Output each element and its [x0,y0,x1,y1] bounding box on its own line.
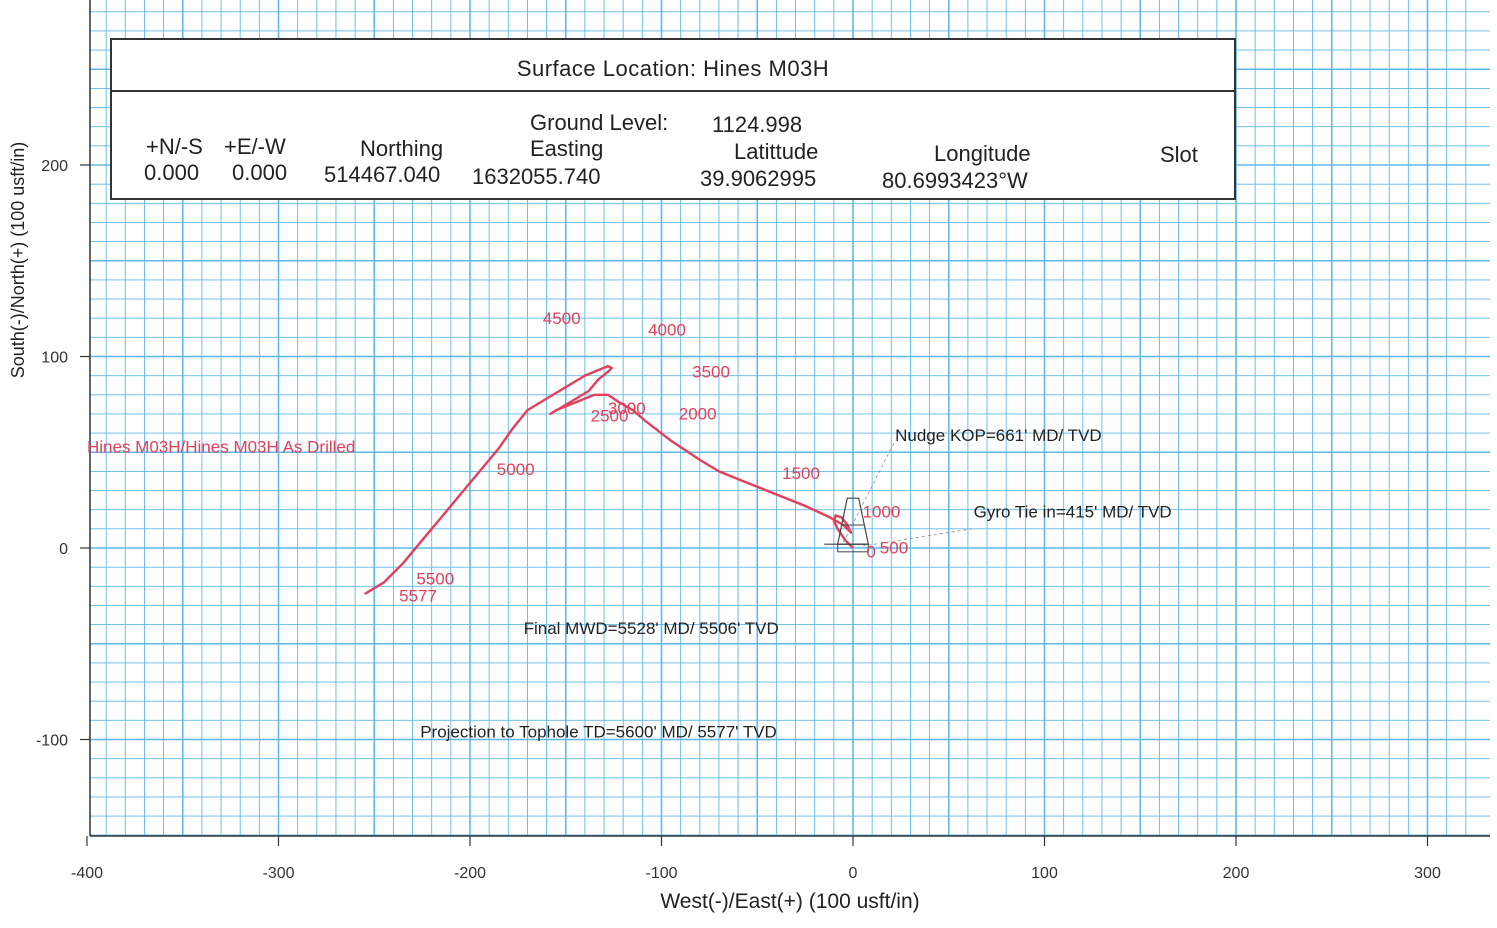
y-tick-label: -100 [36,733,68,750]
series-layer [364,364,870,596]
md-label: 5000 [497,460,535,479]
md-label: 5500 [416,569,454,588]
x-tick-label: -300 [262,865,294,882]
md-label: 3000 [608,399,646,418]
header-ns: +N/-S [146,134,203,159]
header-northing: Northing [360,136,444,161]
gyro-leader [862,528,972,547]
annotation-label: Gyro Tie in=415' MD/ TVD [974,502,1172,521]
md-label: 2000 [679,405,717,424]
value-ew: 0.000 [232,160,288,185]
annotation-label: Projection to Tophole TD=5600' MD/ 5577'… [420,723,777,742]
rig-pad [837,543,869,553]
annotation-label: Final MWD=5528' MD/ 5506' TVD [524,619,779,638]
rig-icon [824,497,870,553]
surface-location-title: Surface Location: Hines M03H [516,56,830,81]
md-label: 500 [880,539,908,558]
x-tick-label: 300 [1414,865,1441,882]
y-tick-label: 200 [41,158,68,175]
header-ew: +E/-W [224,134,286,159]
x-tick-label: -400 [71,865,103,882]
md-label: 1500 [782,464,820,483]
x-axis-label: West(-)/East(+) (100 usft/in) [660,890,920,913]
value-northing: 514467.040 [324,162,441,187]
annotation-label: Hines M03H/Hines M03H As Drilled [87,437,355,456]
y-axis-label: South(-)/North(+) (100 usft/in) [8,141,28,379]
md-label: 2500 [591,407,629,426]
x-tick-label: 200 [1223,865,1250,882]
value-ns: 0.000 [144,160,200,185]
md-label: 5577 [399,587,437,606]
value-longitude: 80.6993423°W [882,168,1028,193]
y-tick-label: 100 [41,350,68,367]
header-longitude: Longitude [934,141,1031,166]
md-label: 4000 [648,320,686,339]
header-latitude: Latittude [734,139,819,164]
header-slot: Slot [1160,142,1198,167]
ground-level-label: Ground Level: [530,110,669,135]
surface-location-box: Surface Location: Hines M03H Ground Leve… [110,38,1236,200]
md-label: 0 [866,543,875,562]
value-latitude: 39.9062995 [700,166,817,191]
trajectory-line [364,364,854,596]
y-tick-label: 0 [59,541,68,558]
md-label: 4500 [543,309,581,328]
md-label: 3500 [692,363,730,382]
md-label: 1000 [863,502,901,521]
header-easting: Easting [530,136,604,161]
x-tick-label: -100 [645,865,677,882]
ground-level-value: 1124.998 [712,112,803,137]
x-tick-label: -200 [454,865,486,882]
x-tick-label: 0 [849,865,858,882]
annotation-label: Nudge KOP=661' MD/ TVD [895,426,1102,445]
annotations: Hines M03H/Hines M03H As Drilled Nudge KO… [87,426,1172,742]
kop-leader [843,440,896,543]
x-tick-label: 100 [1031,865,1058,882]
info-divider [112,90,1234,92]
value-easting: 1632055.740 [472,164,601,189]
